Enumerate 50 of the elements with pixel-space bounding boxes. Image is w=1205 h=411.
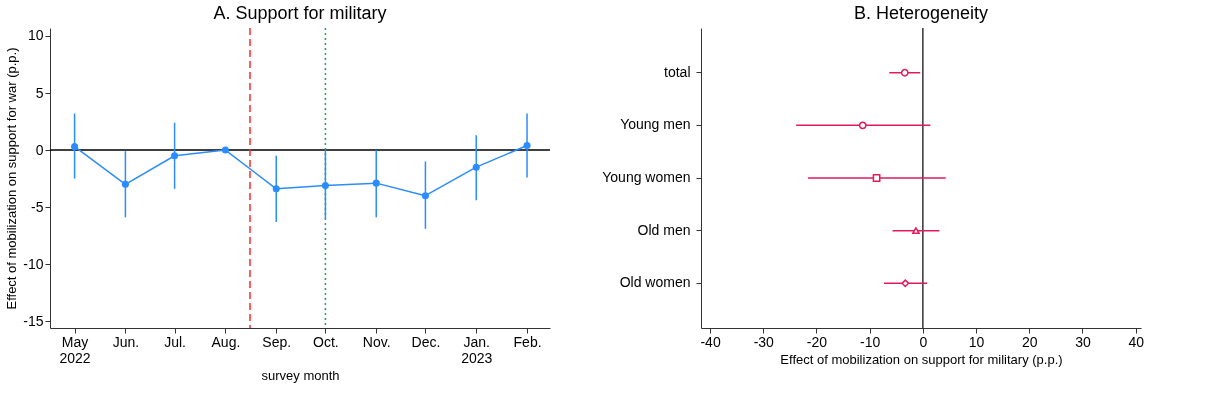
x-tick-label: -40: [700, 333, 721, 350]
x-tick-label: Dec.: [411, 333, 441, 350]
x-tick-label: Nov.: [362, 333, 391, 350]
point: [272, 185, 280, 193]
point: [171, 152, 179, 160]
x-axis-title: Effect of mobilization on support for military (p.p.): [780, 351, 1063, 367]
point: [221, 146, 229, 154]
y-axis-title: Effect of mobilization on support for war (p.p.): [4, 47, 20, 310]
y-tick-label: 0: [35, 141, 44, 158]
point: [523, 141, 531, 150]
chart-title: B. Heterogeneity: [853, 3, 989, 24]
y-tick-label: 5: [35, 84, 44, 101]
x-tick-label: May 2022: [59, 333, 91, 366]
y-tick-label: Young men: [620, 116, 691, 133]
point: [912, 227, 920, 235]
point: [321, 181, 329, 189]
x-tick-label: Feb.: [513, 333, 542, 350]
point: [872, 174, 881, 182]
x-tick-label: 40: [1128, 333, 1145, 350]
y-tick-label: Old women: [619, 274, 691, 291]
x-tick-label: 20: [1021, 333, 1038, 350]
x-tick-label: Sep.: [262, 333, 292, 350]
x-tick-label: -30: [753, 333, 775, 350]
point: [121, 180, 129, 188]
y-tick-label: -15: [23, 312, 44, 329]
x-tick-label: Jul.: [164, 333, 186, 350]
x-tick-label: 30: [1075, 333, 1091, 350]
point: [858, 121, 867, 130]
x-tick-label: Jan. 2023: [461, 333, 493, 366]
x-tick-label: Aug.: [211, 333, 241, 350]
point: [472, 163, 480, 171]
y-tick-label: -10: [23, 255, 44, 272]
x-tick-label: 0: [919, 333, 928, 350]
x-tick-label: -20: [806, 333, 828, 350]
x-tick-label: 10: [968, 333, 985, 350]
y-tick-label: total: [664, 63, 691, 80]
x-tick-label: Oct.: [313, 333, 339, 350]
point: [900, 68, 909, 77]
chart-title: A. Support for military: [213, 3, 387, 24]
y-tick-label: Young women: [602, 169, 691, 185]
point: [372, 179, 380, 187]
point: [71, 143, 79, 151]
x-tick-label: -10: [860, 333, 881, 350]
x-tick-label: Jun.: [112, 333, 140, 350]
y-tick-label: Old men: [637, 221, 691, 238]
point: [901, 279, 910, 288]
x-axis-title: survey month: [261, 367, 340, 383]
point: [421, 192, 429, 200]
y-tick-label: 10: [27, 27, 44, 44]
y-tick-label: -5: [31, 198, 44, 215]
